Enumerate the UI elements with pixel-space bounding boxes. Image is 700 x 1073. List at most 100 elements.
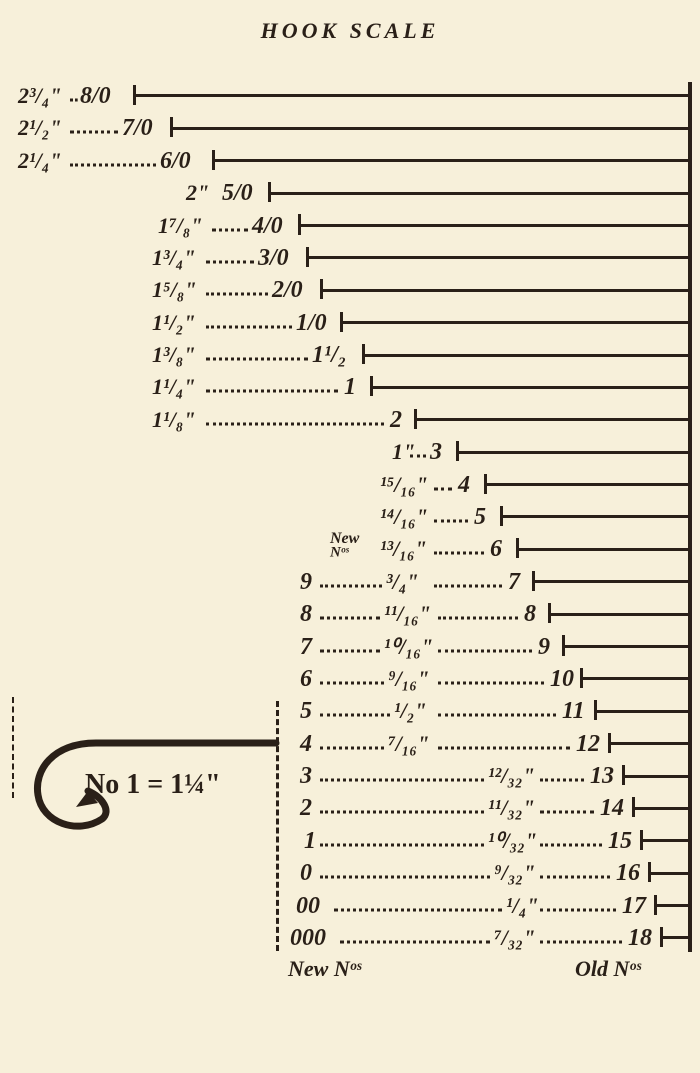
scale-row: ⁹/₁₆"106 xyxy=(0,663,700,695)
leader-dots xyxy=(320,746,384,749)
scale-row: ¹¹/₁₆" 8 8 xyxy=(0,598,700,630)
length-bar xyxy=(640,839,688,842)
footer-old-nos: Old Nᵒˢ xyxy=(575,956,641,982)
length-bar xyxy=(456,451,688,454)
leader-dots xyxy=(70,98,78,101)
leader-dots xyxy=(70,131,118,134)
scale-row: 2³/₄"8/0 xyxy=(0,80,700,112)
scale-row: ¹⁵/₁₆" 4 xyxy=(0,468,700,500)
hook-number-new: 1 xyxy=(304,829,316,853)
size-label: ¹³/₁₆" xyxy=(380,538,427,560)
leader-dots xyxy=(320,876,490,879)
size-label: ⁷/₃₂" xyxy=(494,927,535,949)
length-bar xyxy=(320,289,688,292)
length-bar xyxy=(212,159,688,162)
hook-number-new: 8 xyxy=(300,602,312,626)
scale-row: ¹⁰/₁₆"97 xyxy=(0,630,700,662)
hook-number-old: 4/0 xyxy=(252,214,283,238)
hook-number-old: 5/0 xyxy=(222,181,253,205)
size-label: ¹²/₃₂" xyxy=(488,765,535,787)
hook-number-old: 2/0 xyxy=(272,278,303,302)
hook-number-new: 2 xyxy=(300,796,312,820)
size-label: 2¹/₄" xyxy=(18,150,62,172)
hook-number-old: 16 xyxy=(616,861,640,885)
leader-dots xyxy=(212,228,248,231)
leader-dots xyxy=(334,908,502,911)
scale-row: 2" 5/0 xyxy=(0,177,700,209)
size-label: 1⁷/₈" xyxy=(158,215,203,237)
scale-row: 1¹/₄"1 xyxy=(0,371,700,403)
hook-number-old: 6 xyxy=(490,537,502,561)
size-label: 1³/₈" xyxy=(152,344,196,366)
size-label: ¹¹/₁₆" xyxy=(384,603,431,625)
scale-row: 1" 3 xyxy=(0,436,700,468)
length-bar xyxy=(340,321,688,324)
leader-dots xyxy=(540,876,610,879)
leader-dots xyxy=(206,293,268,296)
length-bar xyxy=(414,418,688,421)
length-bar xyxy=(608,742,688,745)
leader-dots xyxy=(320,779,484,782)
leader-dots xyxy=(206,325,292,328)
leader-dots xyxy=(540,843,602,846)
length-bar xyxy=(532,580,688,583)
scale-row: ⁹/₃₂"160 xyxy=(0,857,700,889)
hook-number-old: 2 xyxy=(390,408,402,432)
size-label: ¹⁰/₃₂" xyxy=(488,830,537,852)
leader-dots xyxy=(410,455,426,458)
hook-number-old: 4 xyxy=(458,473,470,497)
leader-dots xyxy=(206,358,308,361)
hook-number-old: 1 xyxy=(344,375,356,399)
leader-dots xyxy=(438,617,518,620)
length-bar xyxy=(484,483,688,486)
length-bar xyxy=(133,94,688,97)
length-bar xyxy=(516,548,688,551)
hook-number-old: 3 xyxy=(430,440,442,464)
length-bar xyxy=(306,256,688,259)
size-label: 2" xyxy=(186,182,209,204)
leader-dots xyxy=(340,940,490,943)
length-bar xyxy=(660,936,688,939)
scale-row: 2¹/₄"6/0 xyxy=(0,145,700,177)
size-label: ¹/₄" xyxy=(506,895,539,917)
scale-row: ¹/₂"115 xyxy=(0,695,700,727)
size-label: ⁹/₃₂" xyxy=(494,862,535,884)
hook-number-old: 18 xyxy=(628,926,652,950)
size-label: ¹¹/₃₂" xyxy=(488,797,535,819)
size-label: ¹⁰/₁₆" xyxy=(384,636,433,658)
size-label: 1¹/₈" xyxy=(152,409,196,431)
scale-row: 1⁷/₈" 4/0 xyxy=(0,209,700,241)
scale-row: 1³/₄"3/0 xyxy=(0,242,700,274)
size-label: ¹⁴/₁₆" xyxy=(380,506,428,528)
scale-row: 1¹/₂"1/0 xyxy=(0,307,700,339)
length-bar xyxy=(622,775,688,778)
leader-dots xyxy=(320,681,384,684)
leader-dots xyxy=(320,617,380,620)
size-label: ⁷/₁₆" xyxy=(388,733,429,755)
leader-dots xyxy=(320,811,484,814)
leader-dots xyxy=(434,487,452,490)
leader-dots xyxy=(206,390,338,393)
hook-number-old: 9 xyxy=(538,635,550,659)
page: HOOK SCALE 2³/₄"8/02¹/₂"7/02¹/₄"6/02"5/0… xyxy=(0,0,700,1073)
scale-row: 1¹/₈" 2 xyxy=(0,404,700,436)
hook-number-old: 1/0 xyxy=(296,311,327,335)
leader-dots xyxy=(438,746,570,749)
hook-number-new: 3 xyxy=(300,764,312,788)
length-bar xyxy=(268,192,688,195)
hook-number-old: 8 xyxy=(524,602,536,626)
size-label: ¹⁵/₁₆" xyxy=(380,474,428,496)
dashed-left-edge xyxy=(12,697,14,798)
leader-dots xyxy=(320,649,380,652)
leader-dots xyxy=(320,843,484,846)
hook-number-old: 7/0 xyxy=(122,116,153,140)
leader-dots xyxy=(206,260,254,263)
page-title: HOOK SCALE xyxy=(0,18,700,44)
length-bar xyxy=(548,613,688,616)
scale-row: ¹⁴/₁₆"5 xyxy=(0,501,700,533)
hook-number-old: 12 xyxy=(576,732,600,756)
hook-number-new: 00 xyxy=(296,894,320,918)
size-label: 1" xyxy=(392,441,415,463)
hook-number-old: 13 xyxy=(590,764,614,788)
hook-number-new: 9 xyxy=(300,570,312,594)
